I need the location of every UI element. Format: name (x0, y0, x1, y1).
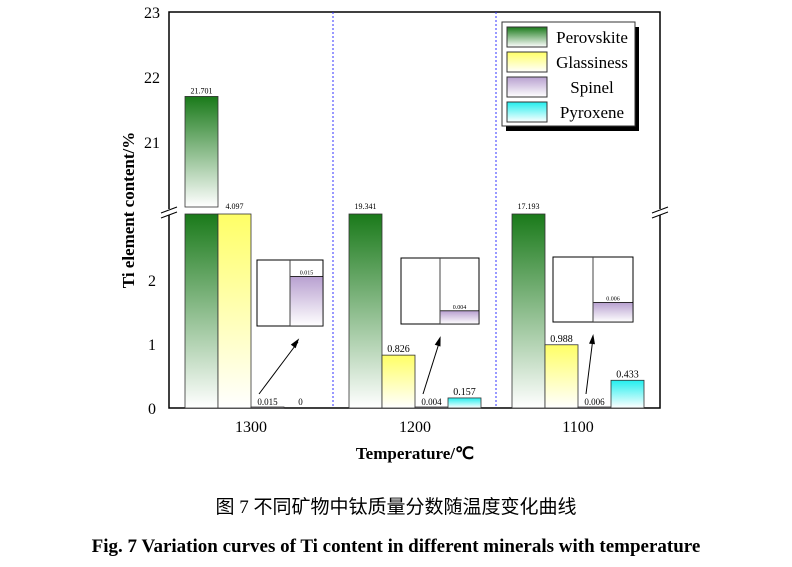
bar-spinel (577, 406, 612, 409)
y-tick-label: 0 (148, 401, 156, 418)
axis-break-mark (651, 211, 669, 219)
y-tick-label: 23 (144, 5, 160, 22)
bar-pyroxene (610, 379, 645, 409)
data-label: 0.157 (453, 387, 476, 398)
bar-pyroxene (447, 397, 482, 409)
inset-data-label: 0.006 (606, 297, 620, 303)
y-tick-label: 22 (144, 70, 160, 87)
x-tick-label: 1300 (235, 419, 267, 436)
legend-label: Pyroxene (560, 103, 624, 122)
legend-swatch-spinel (506, 76, 548, 98)
bar-glassiness (544, 344, 579, 409)
data-label: 0.015 (257, 397, 278, 407)
legend-label: Perovskite (556, 28, 628, 47)
inset-data-label: 0.004 (453, 305, 467, 311)
data-label: 0.826 (387, 344, 410, 355)
caption-english: Fig. 7 Variation curves of Ti content in… (91, 536, 701, 557)
axis-break-mark (160, 211, 178, 219)
bar-spinel (250, 406, 285, 409)
legend-swatch-perovskite (506, 26, 548, 48)
arrow-head (589, 334, 595, 345)
arrow-line (422, 339, 441, 395)
axis-break-gap (657, 209, 663, 215)
axis-break-mark (651, 206, 669, 214)
bar-perovskite (348, 213, 383, 409)
data-label: 0.006 (584, 397, 605, 407)
arrow-line (258, 341, 299, 395)
bar-glassiness (381, 354, 416, 409)
data-label: 4.097 (226, 202, 244, 211)
x-axis-label: Temperature/℃ (356, 444, 474, 463)
x-tick-label: 1100 (562, 419, 593, 436)
inset-data-label: 0.015 (300, 271, 314, 277)
axis-break-gap (166, 209, 172, 215)
data-label: 0 (298, 397, 303, 407)
data-label: 0.004 (421, 397, 442, 407)
y-tick-label: 2 (148, 273, 156, 290)
legend-swatch-glassiness (506, 51, 548, 73)
data-label: 21.701 (191, 86, 213, 95)
data-label: 17.193 (518, 202, 540, 211)
arrow-line (585, 337, 594, 395)
y-tick-label: 1 (148, 337, 156, 354)
axis-break-mark (160, 206, 178, 214)
y-tick-label: 21 (144, 135, 160, 152)
bar-perovskite (184, 213, 219, 409)
caption-chinese: 图 7 不同矿物中钛质量分数随温度变化曲线 (215, 497, 577, 518)
y-axis-label: Ti element content/% (119, 132, 138, 288)
data-label: 0.988 (550, 334, 573, 345)
bar-spinel (414, 406, 449, 409)
legend-label: Spinel (570, 78, 614, 97)
bar-chart: 0 1 2 21 22 23 Ti element content/% Temperature… (119, 5, 669, 463)
x-tick-label: 1200 (399, 419, 431, 436)
inset-bar-spinel (289, 276, 324, 327)
bar-perovskite-upper (184, 96, 219, 208)
inset-bar-spinel (592, 302, 634, 323)
arrow-head (434, 336, 441, 347)
legend-swatch-pyroxene (506, 101, 548, 123)
arrow-head (290, 338, 300, 349)
inset-bar-spinel (439, 310, 480, 325)
bar-perovskite (511, 213, 546, 409)
bar-glassiness (217, 213, 252, 409)
legend-label: Glassiness (556, 53, 628, 72)
data-label: 19.341 (355, 202, 377, 211)
data-label: 0.433 (616, 369, 639, 380)
